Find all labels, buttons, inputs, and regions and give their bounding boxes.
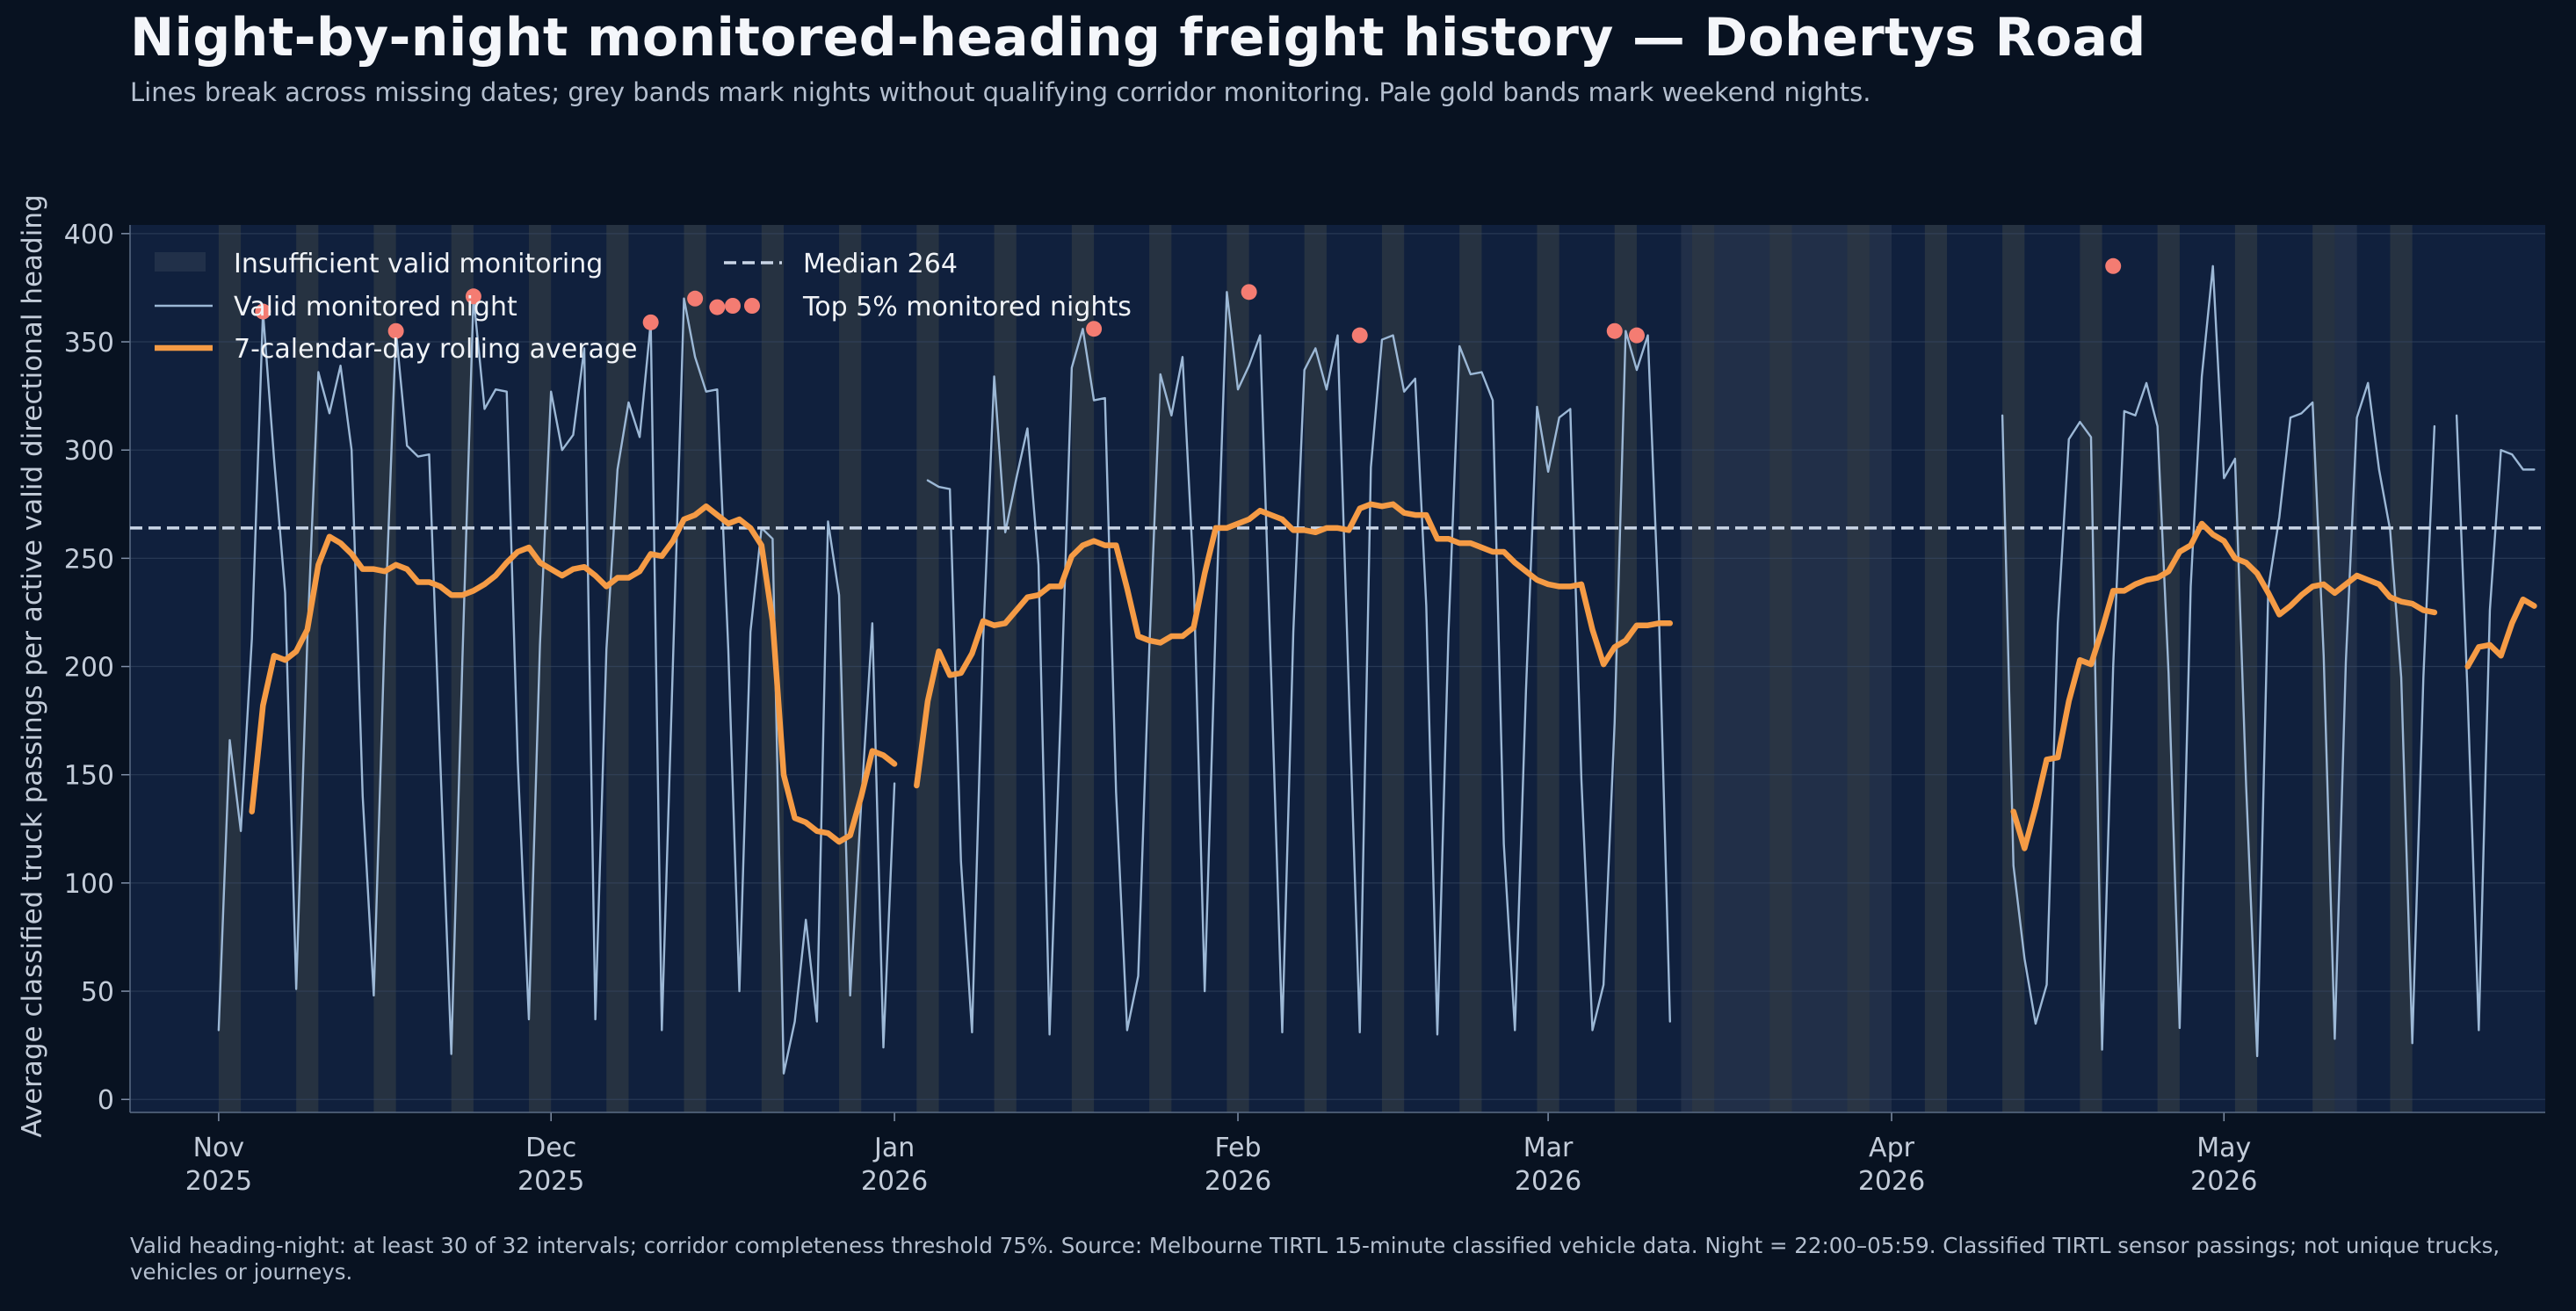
weekend-band [1537, 225, 1559, 1112]
y-tick-label: 150 [64, 761, 114, 792]
weekend-band [1769, 225, 1792, 1112]
series [130, 257, 2545, 1075]
weekend-band [1304, 225, 1327, 1112]
legend-swatch-insufficient [155, 252, 206, 272]
weekend-band [994, 225, 1017, 1112]
weekend-band [1459, 225, 1482, 1112]
series-rolling-average [249, 501, 2537, 851]
weekend-band [1847, 225, 1870, 1112]
legend-label-insufficient: Insufficient valid monitoring [234, 249, 603, 279]
legend-swatch-top-point [725, 298, 741, 314]
y-tick-label: 100 [64, 869, 114, 900]
top-5pct-point [687, 290, 704, 307]
weekend-band [2002, 225, 2025, 1112]
y-tick-label: 250 [64, 544, 114, 575]
chart-subtitle: Lines break across missing dates; grey b… [130, 77, 1871, 107]
weekend-band [1381, 225, 1405, 1112]
y-tick-label: 200 [64, 653, 114, 684]
weekend-band [761, 225, 784, 1112]
weekend-band [1692, 225, 1715, 1112]
weekend-band [1149, 225, 1172, 1112]
top-5pct-point [709, 299, 726, 315]
weekend-band [606, 225, 629, 1112]
weekend-band [1226, 225, 1249, 1112]
legend-label-nightly: Valid monitored night [234, 292, 517, 322]
x-tick-label: May 2026 [2190, 1133, 2257, 1197]
top-5pct-point [387, 322, 404, 339]
x-tick-label: Jan 2026 [861, 1133, 928, 1197]
top-5pct-point [1241, 284, 1257, 301]
legend-label-rolling: 7-calendar-day rolling average [234, 334, 637, 365]
y-axis-title: Average classified truck passings per ac… [17, 194, 48, 1137]
y-tick-label: 0 [98, 1085, 114, 1116]
weekend-band [218, 225, 242, 1112]
weekend-band [684, 225, 706, 1112]
weekend-band [373, 225, 396, 1112]
chart-title: Night-by-night monitored-heading freight… [130, 7, 2146, 69]
x-tick-label: Mar 2026 [1515, 1133, 1581, 1197]
top-5pct-point [2105, 257, 2122, 274]
top-5pct-point [1351, 327, 1368, 344]
legend-label-top: Top 5% monitored nights [802, 292, 1132, 322]
legend: Insufficient valid monitoring Valid monit… [155, 249, 1132, 365]
footnote: Valid heading-night: at least 30 of 32 i… [130, 1233, 2500, 1285]
top-5pct-point [255, 303, 271, 320]
top-5pct-point [1628, 327, 1645, 344]
top-5pct-point [465, 288, 481, 305]
weekend-band [1924, 225, 1948, 1112]
y-tick-label: 300 [64, 436, 114, 467]
y-tick-label: 350 [64, 328, 114, 359]
y-tick-label: 400 [64, 220, 114, 250]
top-5pct-point [1086, 321, 1103, 337]
top-5pct-point [642, 314, 659, 330]
x-tick-label: Nov 2025 [185, 1133, 252, 1197]
x-tick-label: Apr 2026 [1858, 1133, 1925, 1197]
series-valid-monitored-night [217, 264, 2536, 1075]
background-bands [130, 225, 2545, 1112]
x-tick-label: Dec 2025 [517, 1133, 584, 1197]
y-tick-label: 50 [81, 977, 114, 1008]
weekend-band [1614, 225, 1637, 1112]
x-tick-label: Feb 2026 [1205, 1133, 1271, 1197]
top-5pct-point [1606, 322, 1623, 339]
axes: 0 50 100 150 200 250 300 350 400 Nov 2025 Dec 2025 Ja… [64, 220, 2545, 1197]
legend-label-median: Median 264 [803, 249, 958, 279]
legend-swatch-top-point [744, 298, 760, 314]
weekend-band [2080, 225, 2102, 1112]
